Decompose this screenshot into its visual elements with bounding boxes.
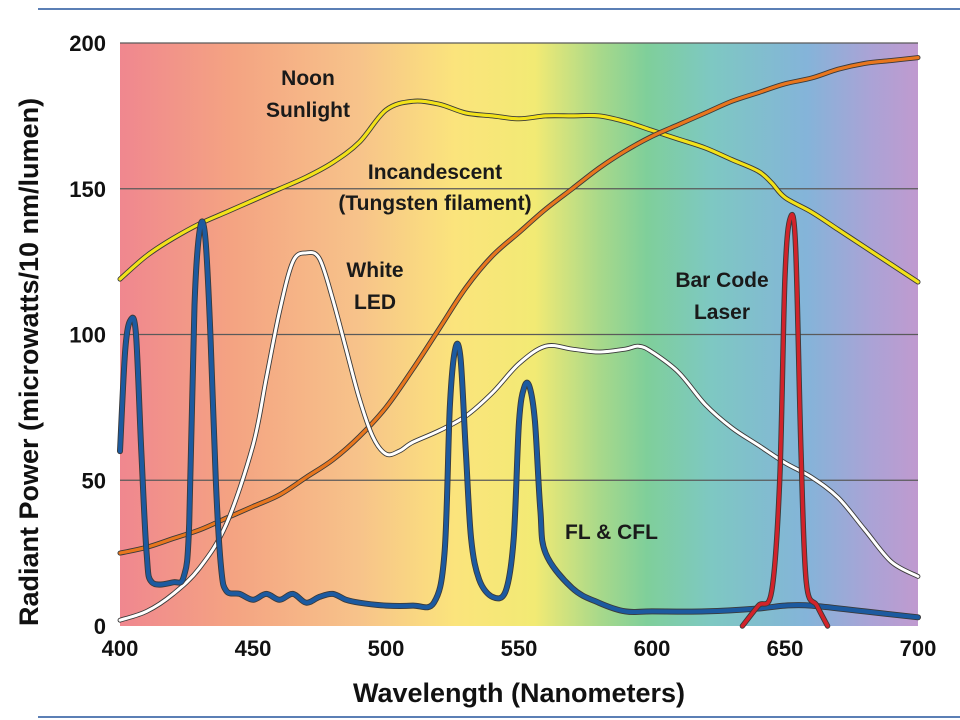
x-tick-label-400: 400 bbox=[102, 636, 139, 661]
y-tick-label-100: 100 bbox=[69, 323, 106, 348]
bar-code-laser-label-line1: Bar Code bbox=[675, 269, 768, 292]
x-axis-title: Wavelength (Nanometers) bbox=[353, 678, 685, 708]
x-axis-ticks: 400 450 500 550 600 650 700 bbox=[102, 636, 937, 661]
incandescent-label-line2: (Tungsten filament) bbox=[338, 192, 531, 215]
incandescent-curve bbox=[118, 56, 920, 555]
incandescent-label-line1: Incandescent bbox=[368, 161, 502, 184]
y-axis-title: Radiant Power (microwatts/10 nm/lumen) bbox=[14, 98, 44, 626]
curve-labels: Noon Sunlight Incandescent (Tungsten fil… bbox=[266, 67, 769, 544]
white-led-curve bbox=[118, 250, 920, 622]
bottom-divider-rule bbox=[38, 716, 960, 718]
fl-cfl-curve bbox=[117, 219, 921, 620]
bar-code-laser-curve bbox=[740, 212, 830, 628]
y-axis-ticks: 0 50 100 150 200 bbox=[69, 31, 106, 639]
y-tick-label-50: 50 bbox=[82, 468, 106, 493]
x-tick-label-450: 450 bbox=[235, 636, 272, 661]
noon-sunlight-curve bbox=[118, 99, 920, 284]
bar-code-laser-label-line2: Laser bbox=[694, 301, 750, 324]
x-tick-label-550: 550 bbox=[501, 636, 538, 661]
y-tick-label-0: 0 bbox=[94, 614, 106, 639]
noon-sunlight-label-line2: Sunlight bbox=[266, 99, 350, 122]
x-tick-label-600: 600 bbox=[634, 636, 671, 661]
fl-cfl-label: FL & CFL bbox=[565, 521, 658, 544]
series-curves bbox=[117, 55, 921, 629]
y-tick-label-200: 200 bbox=[69, 31, 106, 56]
white-led-label-line2: LED bbox=[354, 291, 396, 314]
white-led-label-line1: White bbox=[346, 259, 403, 282]
x-tick-label-650: 650 bbox=[767, 636, 804, 661]
x-tick-label-500: 500 bbox=[368, 636, 405, 661]
noon-sunlight-label-line1: Noon bbox=[281, 67, 335, 90]
top-divider-rule bbox=[38, 8, 960, 10]
y-tick-label-150: 150 bbox=[69, 177, 106, 202]
x-tick-label-700: 700 bbox=[900, 636, 937, 661]
